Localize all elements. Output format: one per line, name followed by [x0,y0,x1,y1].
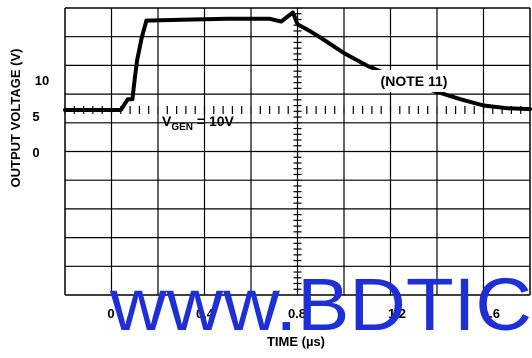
vgen-value: = 10V [193,113,235,129]
vgen-subscript: GEN [171,122,193,133]
y-tick-label-10: 10 [35,73,49,88]
x-tick-label-0: 0 [107,306,114,321]
x-tick-label-1.2: 1.2 [388,306,406,321]
watermark-text: www.BDTIC [109,263,532,346]
note-label: (NOTE 11) [381,73,448,89]
axis-minor-ticks [64,7,522,290]
x-tick-label-0.8: 0.8 [288,306,306,321]
y-axis-title: OUTPUT VOLTAGE (V) [8,49,23,188]
vgen-annotation: VGEN = 10V [162,113,235,133]
x-tick-label-0.4: 0.4 [196,306,215,321]
note-label-bg [366,70,462,92]
x-axis-title: TIME (µs) [267,334,325,349]
y-tick-label-0: 0 [32,145,39,160]
vgen-v: V [162,113,172,129]
x-tick-label-1.6: 1.6 [482,306,500,321]
y-tick-label-5: 5 [32,109,39,124]
